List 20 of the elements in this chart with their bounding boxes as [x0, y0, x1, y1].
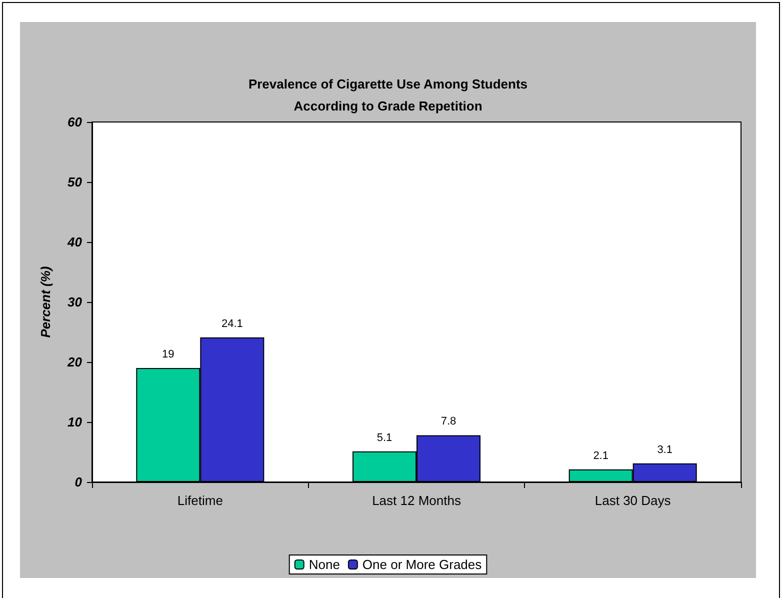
y-tick-label: 20 — [66, 354, 83, 370]
y-tick-label: 40 — [66, 234, 83, 250]
data-label: 5.1 — [376, 432, 392, 444]
data-label: 24.1 — [221, 318, 243, 330]
data-label: 2.1 — [593, 450, 608, 462]
data-label: 19 — [162, 348, 174, 360]
x-tick-label: Last 30 Days — [594, 493, 672, 508]
chart-title: Prevalence of Cigarette Use Among Students According to Grade Repetition — [248, 76, 528, 114]
data-label: 7.8 — [440, 416, 456, 428]
y-tick-label: 10 — [68, 414, 83, 430]
legend-label: None — [308, 557, 340, 572]
y-tick-label: 60 — [68, 114, 83, 130]
legend-label: One or More Grades — [362, 557, 482, 572]
x-tick-label: Last 12 Months — [372, 493, 462, 508]
x-tick-label: Lifetime — [177, 493, 223, 508]
y-tick-label: 50 — [68, 174, 83, 190]
y-tick-label: 0 — [74, 474, 83, 490]
y-axis-title: Percent (%) — [38, 266, 53, 338]
y-tick-label: 30 — [68, 294, 83, 310]
data-label: 3.1 — [657, 444, 672, 456]
